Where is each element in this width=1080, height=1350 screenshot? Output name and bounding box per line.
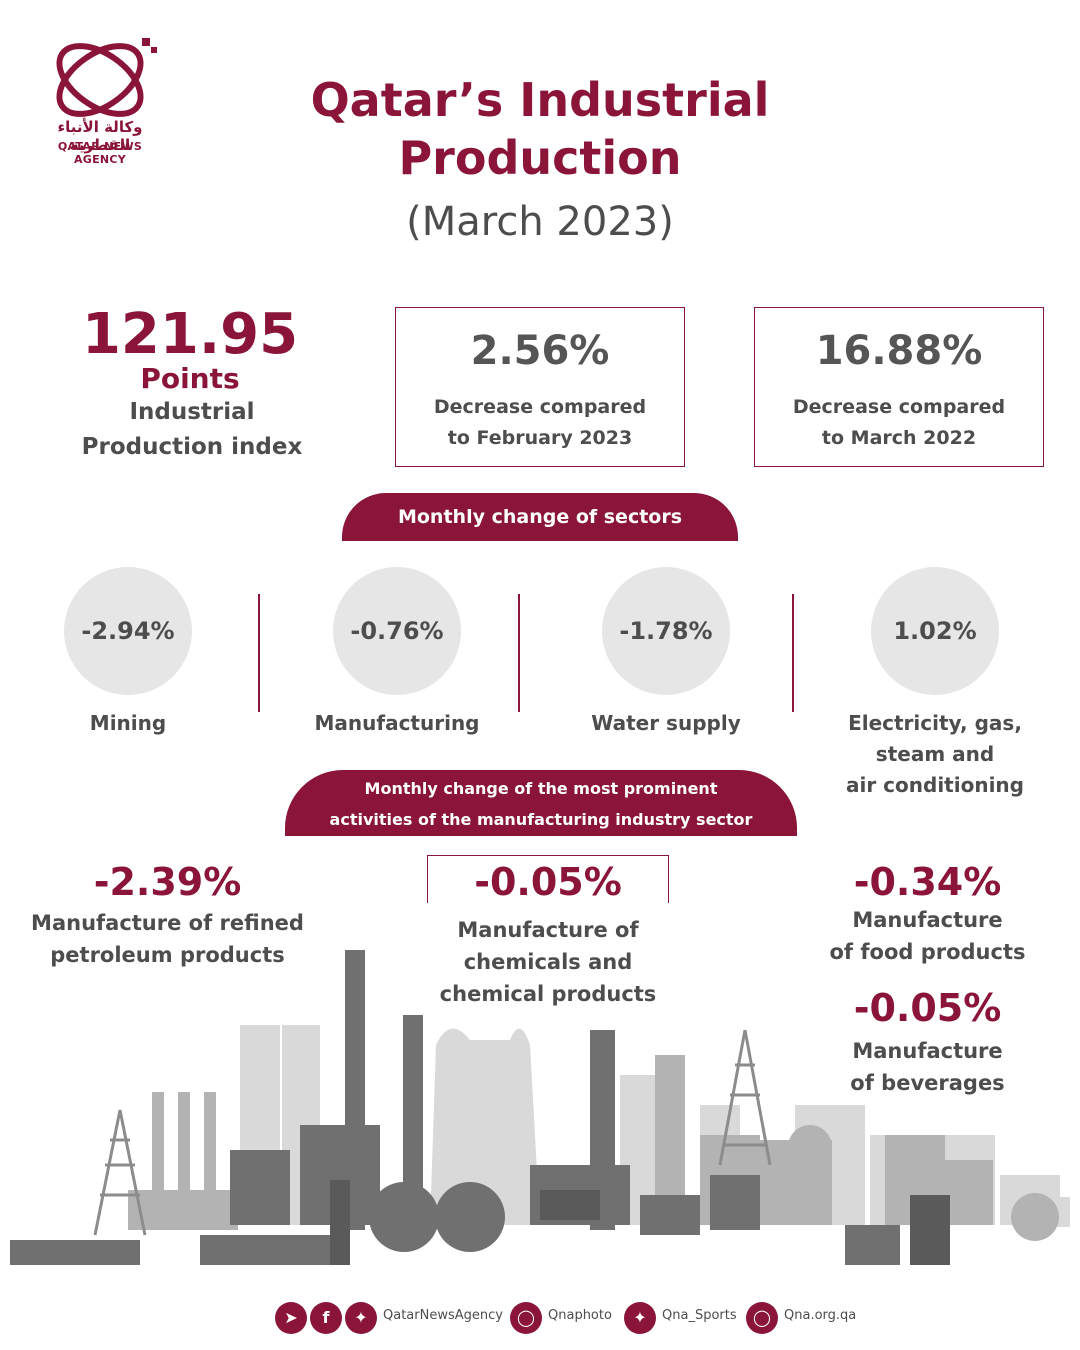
- activities-heading-line2: activities of the manufacturing industry…: [329, 810, 753, 829]
- stat-label: Decrease compared to February 2023: [396, 392, 684, 454]
- sector-value-mining: -2.94%: [64, 567, 192, 695]
- index-label: Industrial Production index: [40, 395, 344, 465]
- stat-label-line2: to March 2022: [821, 427, 977, 449]
- logo-arabic-name: وكالة الأنباء القطرية: [57, 118, 143, 154]
- activity-value-beverages: -0.05%: [853, 986, 1002, 1030]
- sector-divider: [792, 594, 794, 712]
- activity-value-petroleum: -2.39%: [93, 860, 242, 904]
- footer-website[interactable]: Qna.org.qa: [784, 1308, 857, 1323]
- sector-divider: [258, 594, 260, 712]
- telegram-icon[interactable]: ➤: [275, 1302, 307, 1334]
- index-unit: Points: [140, 362, 240, 395]
- page-title-line2: Production: [398, 131, 682, 185]
- activities-heading: Monthly change of the most prominent act…: [285, 770, 797, 836]
- activities-heading-line1: Monthly change of the most prominent: [364, 779, 718, 798]
- activity-label-line2: of beverages: [850, 1071, 1005, 1095]
- globe-icon[interactable]: ◯: [746, 1302, 778, 1334]
- qna-logo-icon: [56, 38, 157, 117]
- twitter-icon[interactable]: ✦: [624, 1302, 656, 1334]
- sector-label-line3: air conditioning: [846, 773, 1024, 797]
- activity-label-line3: chemical products: [439, 982, 657, 1006]
- stat-label: Decrease compared to March 2022: [755, 392, 1043, 454]
- activity-frame: [427, 855, 669, 903]
- activity-label-line1: Manufacture of refined: [31, 911, 304, 935]
- stat-label-line1: Decrease compared: [792, 396, 1006, 418]
- activity-value-chemicals: -0.05%: [474, 860, 622, 904]
- activity-label-petroleum: Manufacture of refined petroleum product…: [20, 907, 315, 971]
- activity-label-line1: Manufacture: [852, 908, 1003, 932]
- activity-label-line2: chemicals and: [463, 950, 633, 974]
- activity-label-chemicals: Manufacture of chemicals and chemical pr…: [407, 914, 689, 1010]
- stat-value: 2.56%: [470, 328, 610, 374]
- twitter-icon[interactable]: ✦: [345, 1302, 377, 1334]
- activity-label-line1: Manufacture: [852, 1039, 1003, 1063]
- stat-box-february: 2.56% Decrease compared to February 2023: [395, 307, 685, 467]
- activity-label-line2: petroleum products: [50, 943, 285, 967]
- qna-logo: وكالة الأنباء القطرية QATAR NEWS AGENCY: [30, 30, 180, 166]
- sector-label-line1: Electricity, gas,: [848, 711, 1022, 735]
- logo-english-name: QATAR NEWS AGENCY: [57, 140, 143, 166]
- industrial-skyline-illustration: [0, 950, 1080, 1290]
- sector-value-electricity: 1.02%: [871, 567, 999, 695]
- footer-social-bar: ➤ f ✦ QatarNewsAgency ◯ Qnaphoto ✦ Qna_S…: [0, 1298, 1080, 1338]
- sector-label-water: Water supply: [591, 711, 741, 735]
- stat-box-march-2022: 16.88% Decrease compared to March 2022: [754, 307, 1044, 467]
- instagram-icon[interactable]: ◯: [510, 1302, 542, 1334]
- sectors-heading: Monthly change of sectors: [342, 493, 738, 541]
- activity-label-food: Manufacture of food products: [805, 904, 1050, 968]
- activity-value-food: -0.34%: [853, 860, 1002, 904]
- footer-handle-sports[interactable]: Qna_Sports: [662, 1308, 737, 1323]
- sector-divider: [518, 594, 520, 712]
- activity-label-line1: Manufacture of: [457, 918, 639, 942]
- footer-handle-photo[interactable]: Qnaphoto: [548, 1308, 612, 1323]
- index-label-line1: Industrial: [129, 399, 255, 425]
- index-value: 121.95: [81, 302, 299, 367]
- sector-value-water: -1.78%: [602, 567, 730, 695]
- stat-label-line2: to February 2023: [447, 427, 633, 449]
- facebook-icon[interactable]: f: [310, 1302, 342, 1334]
- stat-value: 16.88%: [815, 328, 983, 374]
- sector-label-manufacturing: Manufacturing: [314, 711, 480, 735]
- sector-label-line2: steam and: [875, 742, 995, 766]
- index-label-line2: Production index: [81, 434, 303, 460]
- page-period: (March 2023): [406, 199, 674, 245]
- stat-label-line1: Decrease compared: [433, 396, 647, 418]
- activity-label-beverages: Manufacture of beverages: [805, 1035, 1050, 1099]
- sector-label-mining: Mining: [89, 711, 167, 735]
- footer-handle-qna[interactable]: QatarNewsAgency: [383, 1308, 503, 1323]
- sector-value-manufacturing: -0.76%: [333, 567, 461, 695]
- page-title-line1: Qatar’s Industrial: [310, 73, 770, 127]
- sector-label-electricity: Electricity, gas, steam and air conditio…: [815, 708, 1055, 801]
- activity-label-line2: of food products: [829, 940, 1026, 964]
